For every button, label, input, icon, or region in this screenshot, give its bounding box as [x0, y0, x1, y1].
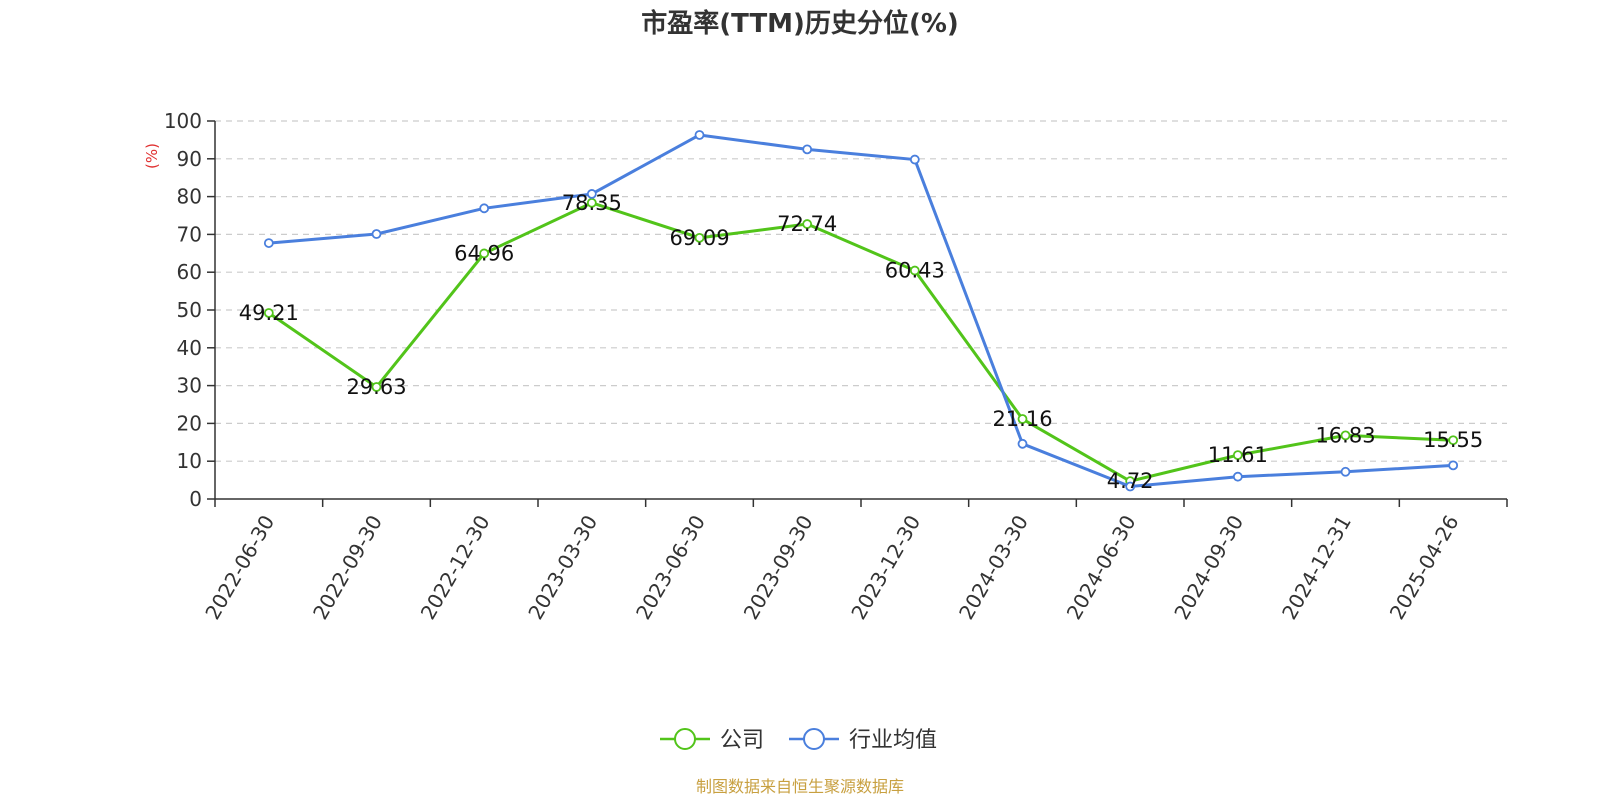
series-0-point-2[interactable]	[479, 248, 490, 259]
data-label-7: 21.16	[992, 407, 1052, 431]
series-1-point-9[interactable]	[1232, 471, 1243, 482]
x-tick-label-2024-12-31: 2024-12-31	[1277, 511, 1356, 624]
series-line-0	[267, 201, 1454, 483]
data-label-4: 69.09	[669, 226, 729, 250]
legend-label-1: 行业均值	[849, 728, 937, 753]
series-1-point-7[interactable]	[1017, 438, 1028, 449]
series-layer	[263, 130, 1459, 492]
source-note: 制图数据来自恒生聚源数据库	[696, 777, 904, 796]
series-1-point-6[interactable]	[909, 154, 920, 165]
legend-item-0[interactable]: 公司	[660, 728, 764, 753]
legend-label-0: 公司	[720, 728, 764, 753]
series-0-point-7[interactable]	[1017, 414, 1028, 424]
data-label-1: 29.63	[346, 375, 406, 399]
x-tick-labels: 2022-06-30 2022-09-30 2022-12-30 2023-03-30…	[200, 511, 1463, 624]
y-tick-label-50: 50	[177, 298, 202, 322]
series-0-point-11[interactable]	[1448, 435, 1459, 446]
data-label-6: 60.43	[885, 259, 945, 283]
y-tick-labels: 0 10 20 30 40 50 60 70 80 90 100	[164, 109, 202, 511]
y-tick-label-70: 70	[177, 222, 202, 246]
series-0-point-10[interactable]	[1340, 430, 1351, 441]
series-0-point-0[interactable]	[263, 308, 274, 318]
data-label-8: 4.72	[1107, 469, 1154, 493]
y-tick-label-100: 100	[164, 109, 202, 133]
data-label-3: 78.35	[562, 191, 622, 215]
x-tick-label-2024-06-30: 2024-06-30	[1062, 511, 1141, 624]
series-1-point-5[interactable]	[802, 144, 813, 155]
data-labels: 49.21 29.63 64.96 78.35 69.09 72.74 60.43 21.16…	[239, 191, 1483, 493]
y-tick-label-40: 40	[177, 336, 202, 360]
x-tick-label-2023-06-30: 2023-06-30	[631, 511, 710, 624]
series-1-point-0[interactable]	[263, 238, 274, 248]
y-tick-label-10: 10	[177, 449, 202, 473]
legend-marker-1	[803, 728, 825, 750]
y-tick-label-80: 80	[177, 185, 202, 209]
x-tick-label-2025-04-26: 2025-04-26	[1385, 511, 1464, 624]
x-tick-label-2023-09-30: 2023-09-30	[739, 511, 818, 624]
x-tick-label-2024-09-30: 2024-09-30	[1169, 511, 1248, 624]
axes	[207, 120, 1508, 507]
series-1-point-1[interactable]	[371, 229, 382, 239]
y-axis-label: (%)	[143, 143, 161, 169]
y-tick-label-90: 90	[177, 147, 202, 171]
x-tick-label-2024-03-30: 2024-03-30	[954, 511, 1033, 624]
series-1-point-10[interactable]	[1340, 466, 1351, 477]
series-0-point-6[interactable]	[909, 265, 920, 276]
legend-marker-0	[674, 728, 696, 750]
y-tick-label-30: 30	[177, 374, 202, 398]
legend-item-1[interactable]: 行业均值	[789, 728, 937, 753]
series-line-1	[268, 133, 1454, 489]
series-0-point-4[interactable]	[694, 232, 705, 243]
chart-title: 市盈率(TTM)历史分位(%)	[641, 8, 959, 39]
x-tick-label-2023-03-30: 2023-03-30	[523, 511, 602, 624]
series-0-point-1[interactable]	[371, 382, 382, 392]
series-0-point-9[interactable]	[1232, 450, 1243, 461]
data-label-2: 64.96	[454, 241, 514, 265]
y-tick-label-20: 20	[177, 411, 202, 435]
series-0-point-5[interactable]	[802, 219, 813, 229]
data-label-10: 16.83	[1315, 423, 1375, 447]
x-tick-label-2022-06-30: 2022-06-30	[200, 511, 279, 624]
grid-lines	[215, 120, 1507, 462]
y-tick-label-0: 0	[189, 487, 202, 511]
series-1-point-2[interactable]	[479, 203, 490, 214]
data-label-9: 11.61	[1208, 443, 1268, 467]
data-label-5: 72.74	[777, 212, 837, 236]
series-1-point-11[interactable]	[1448, 460, 1459, 471]
data-label-0: 49.21	[239, 301, 299, 325]
series-1	[263, 130, 1459, 492]
x-tick-label-2022-09-30: 2022-09-30	[308, 511, 387, 624]
legend[interactable]: 公司 行业均值	[660, 728, 937, 753]
y-tick-label-60: 60	[177, 260, 202, 284]
data-label-11: 15.55	[1423, 428, 1483, 452]
series-0	[263, 197, 1459, 487]
series-1-point-4[interactable]	[694, 130, 705, 140]
series-1-point-8[interactable]	[1125, 481, 1136, 492]
series-1-point-3[interactable]	[586, 189, 597, 199]
x-tick-label-2022-12-30: 2022-12-30	[416, 511, 495, 624]
x-tick-label-2023-12-30: 2023-12-30	[846, 511, 925, 624]
